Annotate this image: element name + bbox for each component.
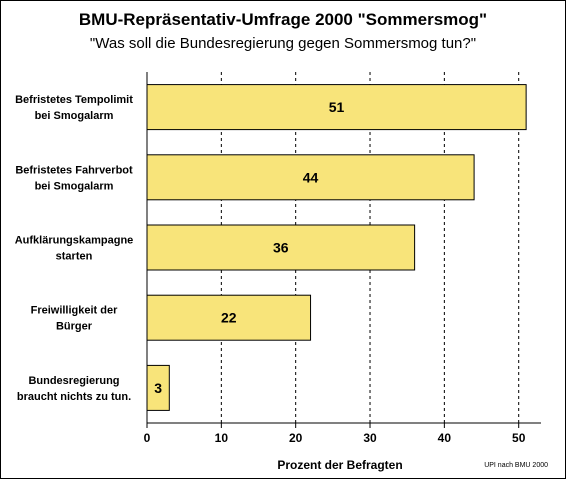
- tick-label: 30: [363, 431, 377, 445]
- category-label: bei Smogalarm: [35, 110, 114, 122]
- category-label: braucht nichts zu tun.: [17, 391, 131, 403]
- category-label: Bürger: [56, 321, 93, 333]
- data-label: 51: [329, 99, 345, 115]
- category-label: Befristetes Tempolimit: [15, 94, 133, 106]
- category-labels: Befristetes Tempolimit bei Smogalarm Befri…: [15, 94, 134, 403]
- bars: 51 44 36 22 3: [146, 84, 527, 411]
- x-axis-ticks: 0 10 20 30 40 50: [144, 423, 526, 445]
- bar: [146, 294, 312, 341]
- tick-label: 10: [215, 431, 229, 445]
- category-label: Aufklärungskampagne: [15, 235, 134, 247]
- data-label: 44: [303, 169, 319, 185]
- tick-label: 0: [144, 431, 151, 445]
- bar: [146, 224, 416, 271]
- tick-label: 20: [289, 431, 303, 445]
- category-label: Befristetes Fahrverbot: [15, 164, 133, 176]
- chart-subtitle: "Was soll die Bundesregierung gegen Somm…: [89, 35, 477, 52]
- tick-label: 40: [438, 431, 452, 445]
- x-axis-label: Prozent der Befragten: [277, 458, 402, 472]
- source-note: UPI nach BMU 2000: [484, 462, 548, 469]
- data-label: 22: [221, 310, 237, 326]
- category-label: starten: [56, 251, 93, 263]
- tick-label: 50: [512, 431, 526, 445]
- chart-title: BMU-Repräsentativ-Umfrage 2000 "Sommersm…: [78, 10, 488, 29]
- category-label: bei Smogalarm: [35, 180, 114, 192]
- data-label: 3: [154, 380, 162, 396]
- category-label: Bundesregierung: [28, 375, 119, 387]
- bar: [146, 154, 475, 201]
- category-label: Freiwilligkeit der: [31, 305, 119, 317]
- data-label: 36: [273, 240, 289, 256]
